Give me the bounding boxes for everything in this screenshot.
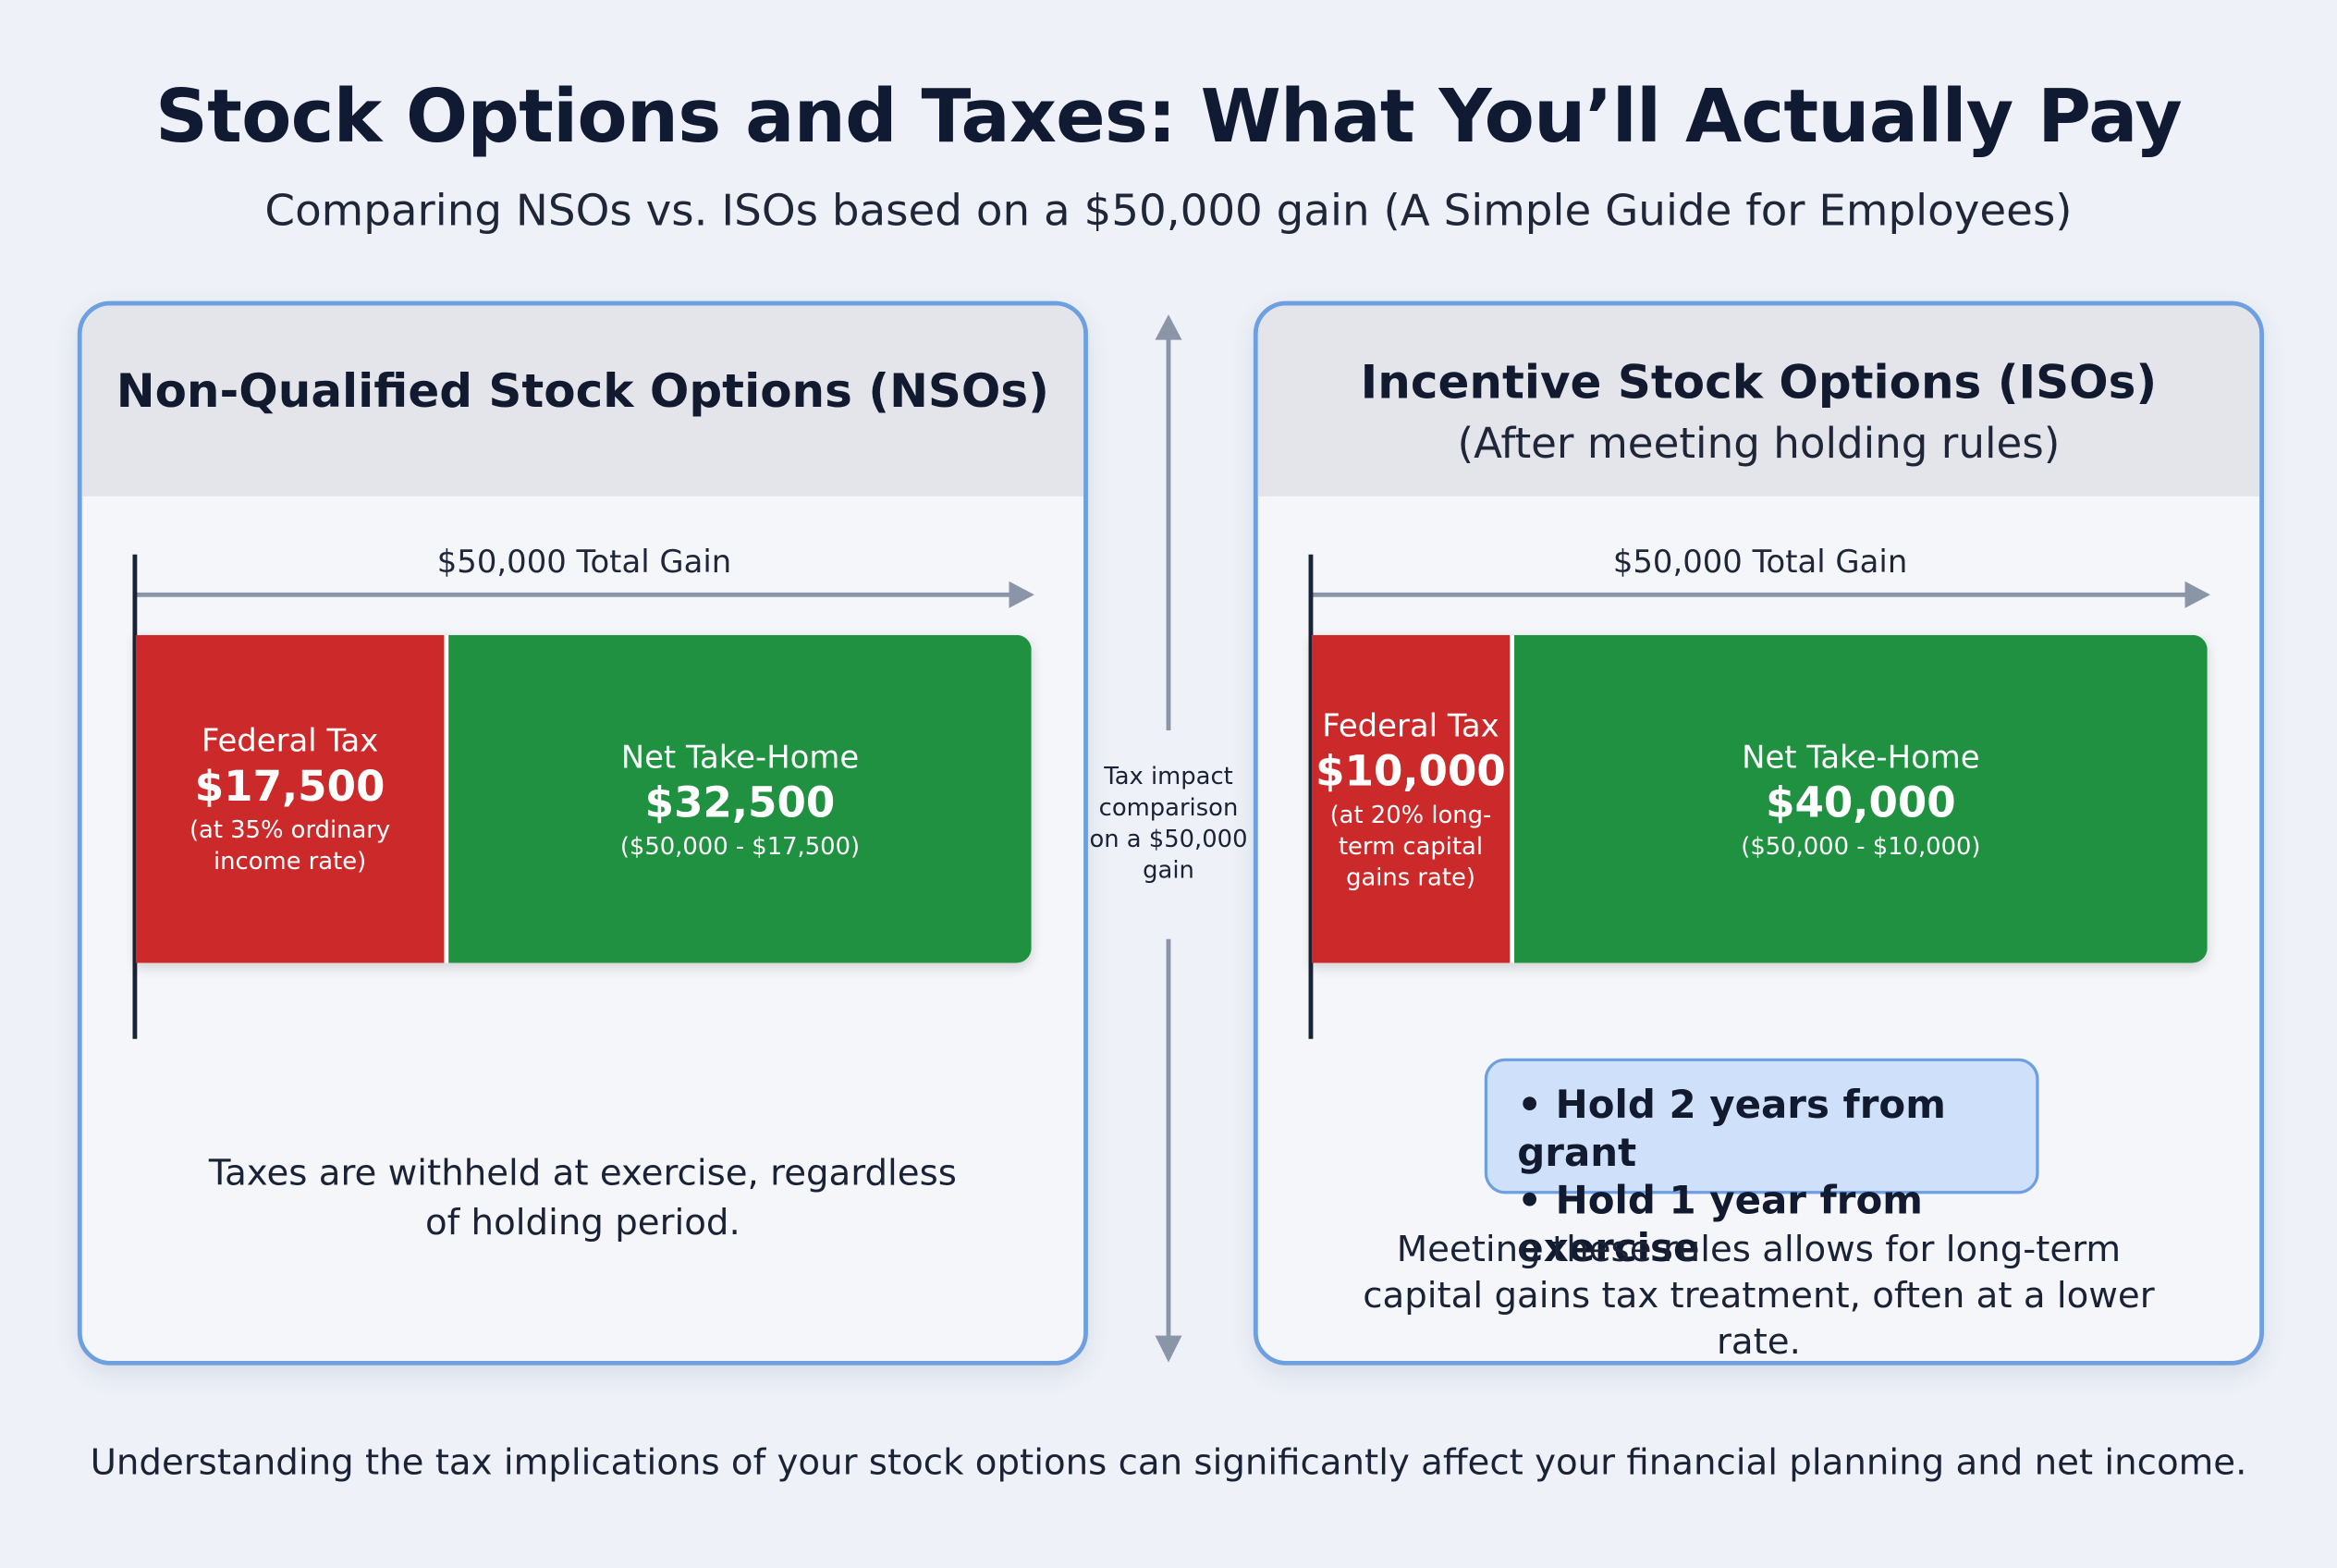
gain-arrow bbox=[1311, 581, 2210, 608]
gain-bar: Federal Tax $10,000 (at 20% long-term ca… bbox=[1311, 634, 2208, 963]
gain-bar: Federal Tax $17,500 (at 35% ordinary inc… bbox=[135, 634, 1032, 963]
net-note: ($50,000 - $10,000) bbox=[1741, 830, 1981, 860]
axis-line bbox=[132, 554, 138, 1039]
net-label: Net Take-Home bbox=[1742, 738, 1980, 775]
divider-label: Tax impact comparison on a $50,000 gain bbox=[1089, 761, 1248, 885]
panel-header bbox=[1257, 305, 2260, 496]
tax-note: (at 20% long-term capital gains rate) bbox=[1329, 799, 1492, 891]
net-amount: $40,000 bbox=[1766, 777, 1956, 827]
nso-panel: Non-Qualified Stock Options (NSOs) $50,0… bbox=[77, 300, 1088, 1366]
panel-title: Non-Qualified Stock Options (NSOs) bbox=[116, 364, 1050, 420]
panel-title: Incentive Stock Options (ISOs) bbox=[1360, 356, 2158, 410]
tax-amount: $17,500 bbox=[194, 761, 385, 812]
rule: • Hold 1 year from exercise bbox=[1517, 1179, 1923, 1272]
panel-subtitle: (After meeting holding rules) bbox=[1457, 419, 2061, 469]
tax-segment: Federal Tax $10,000 (at 20% long-term ca… bbox=[1311, 634, 1515, 963]
net-note: ($50,000 - $17,500) bbox=[619, 830, 861, 860]
iso-panel: Incentive Stock Options (ISOs) (After me… bbox=[1253, 300, 2264, 1366]
divider-arrow bbox=[1155, 314, 1182, 1363]
holding-rules: • Hold 2 years from grant • Hold 1 year … bbox=[1484, 1058, 2039, 1271]
panel-header bbox=[81, 305, 1084, 496]
axis-line bbox=[1308, 554, 1314, 1039]
net-segment: Net Take-Home $32,500 ($50,000 - $17,500… bbox=[448, 634, 1032, 963]
gain-label: $50,000 Total Gain bbox=[436, 544, 732, 581]
tax-label: Federal Tax bbox=[201, 722, 379, 759]
title: Stock Options and Taxes: What You’ll Act… bbox=[155, 74, 2183, 160]
panel-note: Taxes are withheld at exercise, regardle… bbox=[208, 1152, 957, 1243]
rule: • Hold 2 years from grant bbox=[1517, 1084, 1946, 1177]
tax-segment: Federal Tax $17,500 (at 35% ordinary inc… bbox=[135, 634, 449, 963]
tax-amount: $10,000 bbox=[1315, 745, 1506, 796]
gain-arrow bbox=[135, 581, 1034, 608]
tax-note: (at 35% ordinary income rate) bbox=[189, 815, 391, 876]
subtitle: Comparing NSOs vs. ISOs based on a $50,0… bbox=[264, 184, 2073, 236]
net-label: Net Take-Home bbox=[620, 738, 860, 775]
tax-label: Federal Tax bbox=[1322, 707, 1499, 743]
net-amount: $32,500 bbox=[644, 777, 836, 827]
footer: Understanding the tax implications of yo… bbox=[90, 1441, 2247, 1484]
net-segment: Net Take-Home $40,000 ($50,000 - $10,000… bbox=[1514, 634, 2208, 963]
panel-note: Meeting these rules allows for long-term… bbox=[1363, 1228, 2155, 1363]
gain-label: $50,000 Total Gain bbox=[1612, 544, 1908, 581]
